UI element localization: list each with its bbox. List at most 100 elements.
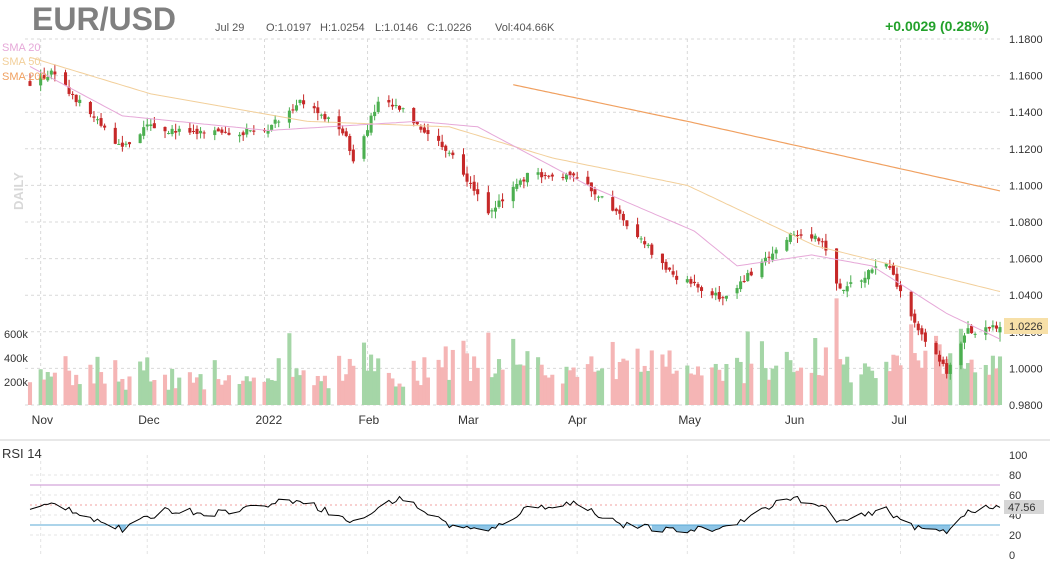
candle-body [326, 117, 330, 119]
y-axis: 1.1800 1.1600 1.1400 1.1200 1.1000 1.0800 1.06… [4, 34, 1043, 412]
candle-body [845, 286, 849, 292]
candle-body [685, 279, 689, 283]
volume-bar [52, 372, 57, 405]
candle-body [867, 270, 871, 280]
candlesticks [28, 64, 1002, 380]
candle-body [312, 106, 316, 109]
volume-bar [401, 386, 406, 405]
volume-bar [326, 388, 331, 405]
candle-body [362, 136, 366, 159]
volume-bar [312, 385, 317, 405]
volume-bar [639, 371, 644, 405]
volume-bar [511, 338, 516, 405]
candle-body [909, 291, 913, 317]
volume-bar [74, 374, 79, 405]
volume-bar [660, 354, 665, 405]
sma200-line [513, 84, 1001, 192]
volume-bar [347, 358, 352, 405]
candle-body [216, 128, 220, 132]
volume-bar [269, 379, 274, 405]
volume-bar [713, 363, 718, 405]
volume-bar [571, 367, 576, 405]
volume-bar [266, 378, 271, 405]
volume-bar [500, 369, 505, 405]
candle-body [515, 184, 519, 189]
volume-bar [113, 360, 118, 405]
volume-bar [866, 366, 871, 405]
candle-body [863, 277, 867, 283]
volume-bar [443, 346, 448, 405]
volume-bar [813, 338, 818, 405]
last-price-marker [1004, 318, 1048, 334]
candle-body [746, 273, 750, 282]
candle-body [238, 134, 242, 137]
candle-body [227, 132, 231, 135]
volume-bar [823, 347, 828, 405]
candle-body [451, 152, 455, 156]
candle-body [660, 253, 664, 264]
volume-bar [177, 377, 182, 405]
volume-bar [322, 375, 327, 405]
candle-body [870, 269, 874, 273]
candle-body [962, 335, 967, 343]
volume-bar [692, 374, 697, 405]
candle-body [163, 126, 167, 132]
last-price-label: 1.0226 [1009, 321, 1043, 333]
symbol-title: EUR/USD [32, 1, 176, 37]
candle-body [103, 125, 107, 128]
candle-body [696, 284, 700, 288]
volume-bar [539, 364, 544, 405]
moving-averages [29, 56, 1001, 340]
candle-body [415, 121, 419, 125]
candle-body [749, 271, 753, 276]
candle-body [966, 328, 970, 334]
candle-body [611, 197, 615, 211]
candle-body [593, 189, 597, 195]
sma20-line [29, 65, 1001, 340]
volume-bar [518, 364, 523, 405]
candle-body [273, 119, 277, 124]
volume-bar [365, 370, 370, 405]
volume-bar [38, 369, 43, 405]
volume-bar [845, 356, 850, 405]
candle-body [792, 234, 796, 236]
volume-bar [798, 367, 804, 405]
x-tick-label: Apr [568, 413, 587, 427]
candle-body [461, 154, 466, 175]
candle-body [188, 128, 192, 133]
volume-bar [194, 377, 200, 405]
candle-body [721, 297, 725, 299]
x-tick-label: Jun [785, 413, 804, 427]
candle-body [426, 130, 430, 135]
candle-body [437, 135, 441, 141]
volume-bar [642, 365, 647, 405]
candle-body [248, 130, 252, 132]
candle-body [664, 261, 668, 270]
volume-bar [351, 365, 356, 405]
candle-body [767, 256, 771, 258]
y-tick-label: 1.1600 [1009, 71, 1043, 83]
candle-body [113, 127, 117, 144]
volume-bar [745, 331, 750, 405]
candle-body [277, 121, 281, 123]
volume-bar [369, 354, 374, 405]
candle-body [376, 101, 380, 112]
candle-body [874, 266, 878, 268]
candle-body [67, 87, 71, 94]
volume-bar [145, 357, 150, 405]
volume-tick-label: 600k [4, 329, 28, 341]
candle-body [710, 291, 714, 296]
candle-body [799, 234, 803, 236]
candle-body [991, 325, 995, 328]
candle-body [511, 186, 515, 202]
rsi-title: RSI 14 [2, 446, 42, 461]
candle-body [344, 131, 348, 137]
volume-bar [884, 361, 889, 405]
candle-body [675, 275, 679, 280]
volume-bar [816, 375, 821, 405]
candle-body [518, 180, 522, 185]
candle-body [525, 172, 529, 183]
header-open: O:1.0197 [266, 22, 311, 34]
volume-bar [223, 380, 228, 405]
volume-bars [27, 298, 1003, 405]
